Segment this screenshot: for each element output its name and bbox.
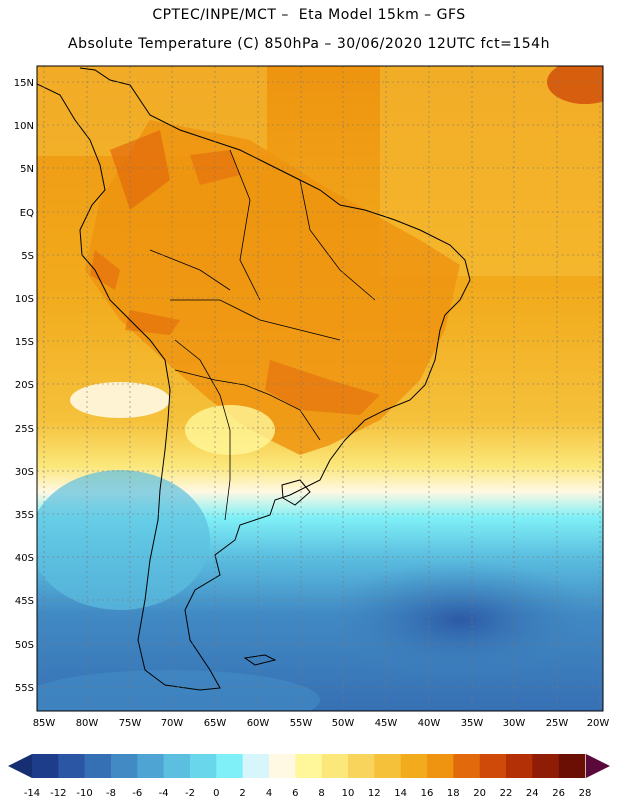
colorbar-segment [32, 754, 59, 778]
lat-label: 20S [15, 380, 34, 391]
lon-label: 85W [33, 718, 56, 729]
colorbar-segment [84, 754, 112, 778]
graticule [37, 66, 603, 711]
lat-label: 10N [14, 121, 34, 132]
lon-label: 70W [161, 718, 184, 729]
colorbar-tick-label: 16 [421, 788, 434, 799]
colorbar-tick-label: -4 [159, 788, 169, 799]
lat-label: 55S [15, 683, 34, 694]
colorbar-tick-label: 2 [239, 788, 245, 799]
uruguay-outline [281, 479, 311, 506]
colorbar-tick-label: 28 [579, 788, 592, 799]
colorbar-segment [558, 754, 586, 778]
country-borders [149, 149, 376, 521]
lon-label: 45W [375, 718, 398, 729]
lon-label: 75W [119, 718, 142, 729]
cold-core-south-atlantic [320, 560, 600, 680]
colorbar-tick-label: -14 [24, 788, 40, 799]
colorbar-segment [242, 754, 270, 778]
colorbar-tick-label: -6 [132, 788, 142, 799]
lon-label: 20W [587, 718, 610, 729]
cold-pacific [37, 470, 210, 610]
colorbar-tick-label: 20 [473, 788, 486, 799]
colorbar-tick-label: -10 [76, 788, 92, 799]
colorbar-over-arrow [586, 754, 610, 778]
latitude-labels: 15N 10N 5N EQ 5S 10S 15S 20S 25S 30S 35S… [14, 78, 34, 694]
continent-outline [37, 67, 471, 691]
map-title-line2: Absolute Temperature (C) 850hPa – 30/06/… [68, 36, 550, 52]
lat-label: 5N [20, 164, 34, 175]
coastlines [37, 67, 471, 691]
lat-label: 45S [15, 596, 34, 607]
colorbar-tick-label: 14 [394, 788, 407, 799]
falklands-outline [243, 654, 277, 666]
lon-label: 40W [418, 718, 441, 729]
colorbar-segment [137, 754, 164, 778]
lat-label: 30S [15, 467, 34, 478]
colorbar-segment [532, 754, 559, 778]
lat-label: EQ [20, 208, 34, 219]
lat-label: 15N [14, 78, 34, 89]
colorbar-segment [190, 754, 217, 778]
colorbar: -14 -12 -10 -8 -6 -4 -2 0 2 4 6 8 10 12 … [8, 754, 610, 799]
colorbar-labels: -14 -12 -10 -8 -6 -4 -2 0 2 4 6 8 10 12 … [24, 788, 592, 799]
lon-label: 35W [461, 718, 484, 729]
colorbar-tick-label: 4 [266, 788, 272, 799]
colorbar-segment [295, 754, 322, 778]
lon-label: 65W [204, 718, 227, 729]
lat-label: 5S [21, 251, 34, 262]
colorbar-segment [427, 754, 454, 778]
colorbar-segment [374, 754, 401, 778]
cold-drake [37, 670, 320, 711]
lon-label: 25W [546, 718, 569, 729]
lat-label: 40S [15, 553, 34, 564]
colorbar-segment [506, 754, 533, 778]
colorbar-segment [348, 754, 375, 778]
colorbar-tick-label: 0 [213, 788, 219, 799]
colorbar-under-arrow [8, 754, 32, 778]
hot-spot-ne [547, 66, 603, 104]
colorbar-tick-label: 12 [368, 788, 381, 799]
lon-label: 80W [76, 718, 99, 729]
map-title-line1: CPTEC/INPE/MCT – Eta Model 15km – GFS [152, 7, 466, 23]
hot-andes-north [110, 130, 170, 210]
longitude-labels: 85W 80W 75W 70W 65W 60W 55W 50W 45W 40W … [33, 718, 610, 729]
lat-label: 50S [15, 640, 34, 651]
cool-band-pacific [70, 382, 170, 418]
map-frame [36, 65, 604, 712]
colorbar-segment [111, 754, 138, 778]
lat-label: 25S [15, 424, 34, 435]
colorbar-tick-label: 18 [447, 788, 460, 799]
lat-label: 15S [15, 337, 34, 348]
colorbar-tick-label: 8 [318, 788, 324, 799]
colorbar-tick-label: -8 [106, 788, 116, 799]
lon-label: 30W [503, 718, 526, 729]
lat-label: 10S [15, 294, 34, 305]
lon-label: 50W [332, 718, 355, 729]
colorbar-segment [321, 754, 349, 778]
colorbar-tick-label: 24 [526, 788, 539, 799]
colorbar-segment [400, 754, 428, 778]
colorbar-segment [269, 754, 296, 778]
hot-peru [90, 250, 120, 290]
colorbar-tick-label: 10 [342, 788, 355, 799]
colorbar-tick-label: 22 [500, 788, 513, 799]
colorbar-segment [479, 754, 507, 778]
colorbar-tick-label: -12 [50, 788, 66, 799]
colorbar-tick-label: 6 [292, 788, 298, 799]
colorbar-segment [453, 754, 480, 778]
colorbar-segments [32, 754, 586, 778]
colorbar-segment [163, 754, 191, 778]
lon-label: 60W [247, 718, 270, 729]
temperature-field [37, 66, 603, 711]
lon-label: 55W [290, 718, 313, 729]
colorbar-tick-label: 26 [552, 788, 565, 799]
colorbar-tick-label: -2 [185, 788, 195, 799]
lat-label: 35S [15, 510, 34, 521]
colorbar-segment [58, 754, 85, 778]
colorbar-segment [216, 754, 243, 778]
hot-brazil-se [265, 360, 380, 415]
